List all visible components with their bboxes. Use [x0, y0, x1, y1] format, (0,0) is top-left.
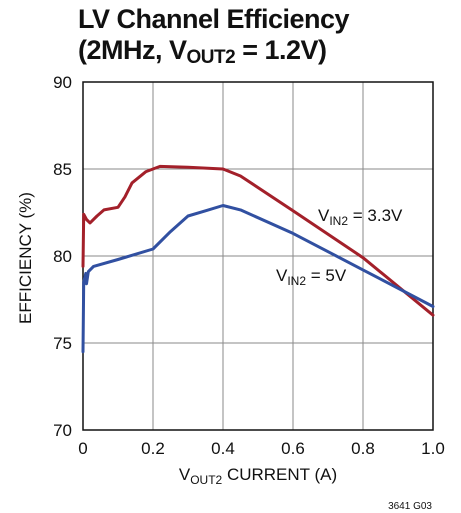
series-label-vin2-3v3: VIN2 = 3.3V — [318, 206, 403, 228]
y-tick-label: 70 — [53, 421, 72, 440]
chart-title-line2: (2MHz, VOUT2 = 1.2V) — [78, 35, 349, 68]
x-tick-label: 0.4 — [211, 439, 235, 458]
series-group — [81, 164, 435, 354]
series-label-vin2-5v: VIN2 = 5V — [276, 266, 347, 288]
title-line2-post: = 1.2V) — [235, 35, 327, 65]
y-tick-label: 85 — [53, 160, 72, 179]
y-axis-label: EFFICIENCY (%) — [16, 192, 35, 324]
figure-code: 3641 G03 — [388, 501, 432, 512]
x-axis-label: VOUT2 CURRENT (A) — [179, 465, 337, 487]
title-line2-sub: OUT2 — [186, 47, 236, 68]
x-tick-label: 0.2 — [141, 439, 165, 458]
x-tick-labels: 0 0.2 0.4 0.6 0.8 1.0 — [78, 439, 445, 458]
y-tick-label: 80 — [53, 247, 72, 266]
x-tick-label: 0 — [78, 439, 87, 458]
y-tick-labels: 70 75 80 85 90 — [53, 73, 72, 440]
y-tick-label: 90 — [53, 73, 72, 92]
series-line-1 — [81, 204, 435, 354]
chart-title-line1: LV Channel Efficiency — [78, 4, 350, 34]
x-tick-label: 0.8 — [351, 439, 375, 458]
grid — [83, 82, 433, 430]
x-tick-label: 0.6 — [281, 439, 305, 458]
chart-title: LV Channel Efficiency (2MHz, VOUT2 = 1.2… — [78, 4, 350, 68]
x-tick-label: 1.0 — [421, 439, 445, 458]
series-line-0 — [81, 164, 435, 317]
title-line2-pre: (2MHz, V — [78, 35, 187, 65]
y-tick-label: 75 — [53, 334, 72, 353]
